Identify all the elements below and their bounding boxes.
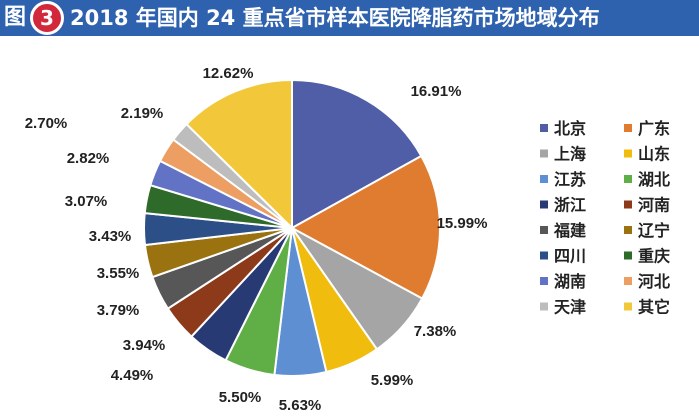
legend-label: 重庆 bbox=[638, 247, 670, 266]
percent-label: 2.82% bbox=[67, 150, 110, 167]
percent-label: 16.91% bbox=[411, 83, 462, 100]
percent-label: 15.99% bbox=[437, 215, 488, 232]
legend-swatch bbox=[540, 277, 548, 285]
legend-label: 天津 bbox=[554, 298, 586, 317]
pie-slices bbox=[143, 78, 441, 378]
legend-swatch bbox=[624, 175, 632, 183]
figure-number-badge: 3 bbox=[30, 1, 64, 35]
percent-label: 5.63% bbox=[279, 397, 322, 414]
legend-swatch bbox=[540, 175, 548, 183]
legend-label: 湖北 bbox=[638, 170, 670, 189]
percent-label: 5.99% bbox=[371, 372, 414, 389]
legend-swatch bbox=[540, 124, 548, 132]
percent-label: 5.50% bbox=[219, 389, 262, 406]
percent-label: 4.49% bbox=[111, 367, 154, 384]
legend-label: 上海 bbox=[554, 145, 586, 164]
percent-label: 3.07% bbox=[65, 193, 108, 210]
legend-label: 河南 bbox=[638, 196, 670, 215]
legend-swatch bbox=[624, 226, 632, 234]
legend-label: 江苏 bbox=[554, 170, 586, 189]
pie-slice-2 bbox=[289, 154, 441, 300]
pie-slice-1 bbox=[291, 78, 423, 230]
legend-swatch bbox=[624, 200, 632, 209]
legend-swatch bbox=[540, 200, 548, 209]
legend-swatch bbox=[624, 251, 632, 260]
percent-label: 2.19% bbox=[121, 105, 164, 122]
legend-swatch bbox=[624, 302, 632, 311]
legend-swatch bbox=[540, 149, 548, 158]
percent-label: 3.55% bbox=[97, 265, 140, 282]
percent-labels: 16.91% 15.99% 7.38% 5.99% 5.63% 5.50% 4.49% 3.9… bbox=[25, 65, 488, 414]
title-bar: 图 3 2018 年国内 24 重点省市样本医院降脂药市场地域分布 bbox=[0, 0, 699, 36]
pie-chart: 16.91% 15.99% 7.38% 5.99% 5.63% 5.50% 4.49% 3.9… bbox=[25, 65, 670, 414]
percent-label: 3.79% bbox=[97, 302, 140, 319]
legend-label: 辽宁 bbox=[638, 221, 670, 240]
percent-label: 3.43% bbox=[89, 228, 132, 245]
legend-label: 四川 bbox=[554, 247, 586, 266]
legend-label: 山东 bbox=[638, 145, 670, 164]
legend-swatch bbox=[624, 277, 632, 285]
legend-label: 福建 bbox=[553, 221, 586, 240]
percent-label: 2.70% bbox=[25, 115, 68, 132]
percent-label: 3.94% bbox=[123, 337, 166, 354]
chart-title: 2018 年国内 24 重点省市样本医院降脂药市场地域分布 bbox=[70, 6, 600, 30]
legend-swatch bbox=[540, 226, 548, 234]
legend-label: 湖南 bbox=[554, 272, 586, 291]
percent-label: 12.62% bbox=[203, 65, 254, 82]
legend-label: 河北 bbox=[638, 272, 670, 291]
percent-label: 7.38% bbox=[414, 323, 457, 340]
figure-prefix: 图 bbox=[4, 5, 27, 30]
legend-swatch bbox=[624, 149, 632, 158]
legend-label: 北京 bbox=[554, 119, 586, 138]
legend-swatch bbox=[540, 251, 548, 260]
legend-label: 浙江 bbox=[554, 196, 586, 215]
legend-swatch bbox=[624, 124, 632, 132]
legend-label: 其它 bbox=[638, 298, 670, 317]
legend-label: 广东 bbox=[638, 119, 670, 138]
legend-swatch bbox=[540, 302, 548, 311]
pie-slice-16 bbox=[185, 78, 293, 231]
